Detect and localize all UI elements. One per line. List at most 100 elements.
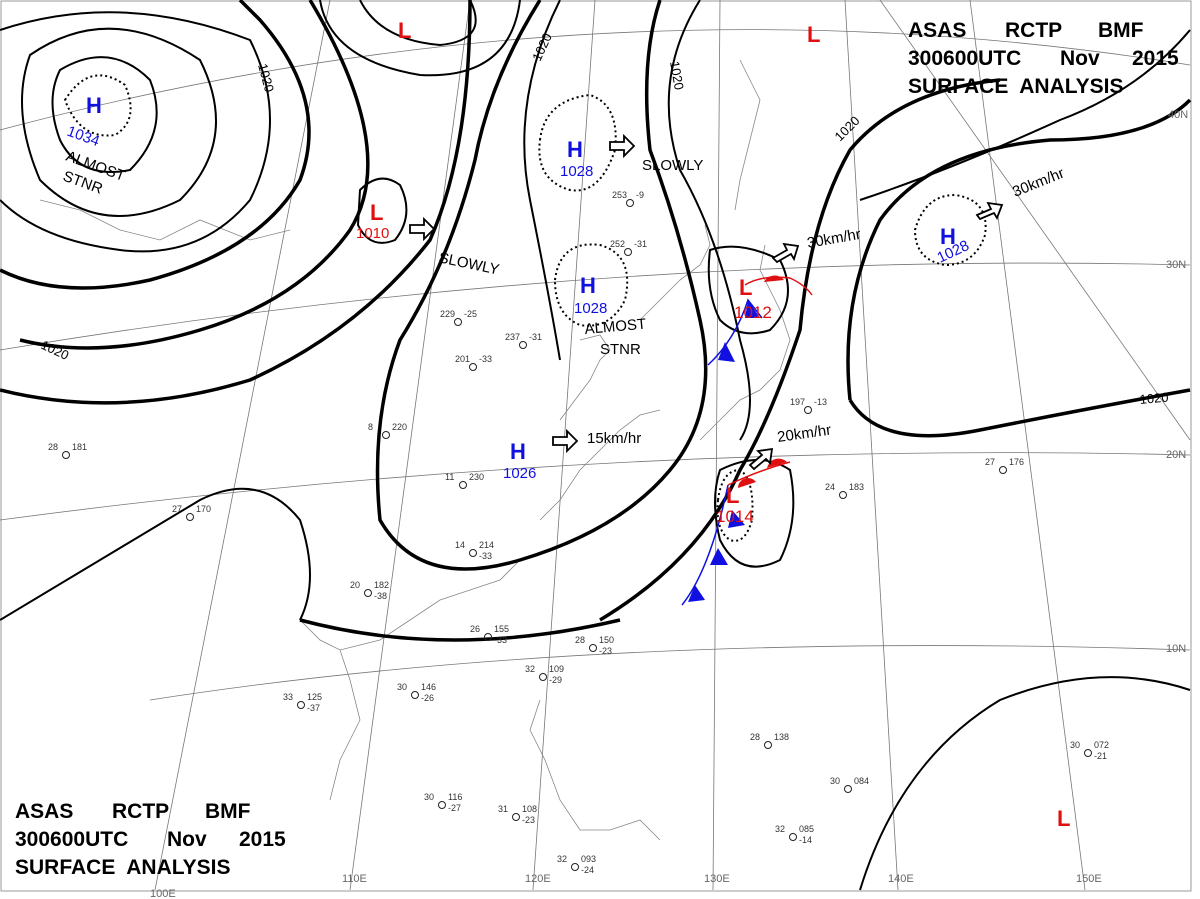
low-center: L <box>370 200 383 225</box>
title-product: ASAS <box>908 19 966 42</box>
station-value: 28 <box>48 442 58 452</box>
station-value: 32 <box>557 854 567 864</box>
movement-arrows <box>409 133 1004 471</box>
title-year: 2015 <box>239 828 286 851</box>
station-value: 30 <box>397 682 407 692</box>
station-value: 30 <box>830 776 840 786</box>
station-value: -9 <box>636 190 644 200</box>
low-center: L <box>807 22 820 47</box>
station-value: 197 <box>790 397 805 407</box>
station-value: 116 <box>448 792 462 802</box>
station-circle-icon <box>186 513 194 521</box>
station-value: -31 <box>634 239 647 249</box>
station-value: -27 <box>448 803 461 813</box>
meridian-110e <box>349 0 471 891</box>
station-value: 30 <box>1070 740 1080 750</box>
station-value: 24 <box>825 482 835 492</box>
low-center: L <box>739 275 752 300</box>
cold-front-marker <box>710 548 728 565</box>
high-center: H <box>940 224 956 249</box>
station-circle-icon <box>469 549 477 557</box>
low-pressure-value: 1012 <box>734 303 772 322</box>
high-center: H <box>567 137 583 162</box>
station-value: -31 <box>529 332 542 342</box>
station-value: 27 <box>172 504 182 514</box>
station-value: 170 <box>196 504 211 514</box>
arrow-icon <box>552 428 579 454</box>
title-center: RCTP <box>112 800 169 823</box>
title-product: ASAS <box>15 800 73 823</box>
parallel-10n <box>149 645 1191 701</box>
station-value: 109 <box>549 664 564 674</box>
station-value: 27 <box>985 457 995 467</box>
isobar-label: 1020 <box>529 31 555 64</box>
station-value: 28 <box>575 635 585 645</box>
warm-front-marker <box>764 275 784 282</box>
station-circle-icon <box>62 451 70 459</box>
station-value: 220 <box>392 422 407 432</box>
warm-front-marker <box>767 458 787 468</box>
arrow-icon <box>748 447 774 471</box>
station-circle-icon <box>789 833 797 841</box>
station-circle-icon <box>512 813 520 821</box>
station-value: 230 <box>469 472 484 482</box>
station-value: 125 <box>307 692 322 702</box>
station-value: 30 <box>424 792 434 802</box>
station-value: 181 <box>72 442 87 452</box>
station-value: 146 <box>421 682 436 692</box>
title-block-top: ASAS RCTP BMF 300600UTC Nov 2015 SURFACE… <box>908 19 1179 98</box>
latitude-label: 10N <box>1166 643 1186 655</box>
station-circle-icon <box>571 863 579 871</box>
station-value: 150 <box>599 635 614 645</box>
isobar-label: 1020 <box>255 62 277 94</box>
arrow-icon <box>975 201 1004 221</box>
low-center: L <box>726 483 739 508</box>
title-time: 300600UTC <box>908 47 1021 70</box>
station-circle-icon <box>364 589 372 597</box>
station-circle-icon <box>624 248 632 256</box>
high-pressure-value: 1026 <box>503 465 536 482</box>
arrow-icon <box>609 133 636 159</box>
station-circle-icon <box>297 701 305 709</box>
warm-front <box>727 461 791 486</box>
arrow-icon <box>409 216 436 242</box>
movement-label: SLOWLY <box>437 249 501 278</box>
station-value: -26 <box>421 693 434 703</box>
station-value: 8 <box>368 422 373 432</box>
station-value: 072 <box>1094 740 1109 750</box>
station-value: 33 <box>283 692 293 702</box>
station-value: 26 <box>470 624 480 634</box>
movement-label: ALMOST <box>584 316 647 338</box>
station-value: 32 <box>525 664 535 674</box>
station-value: -23 <box>522 815 535 825</box>
station-circle-icon <box>764 741 772 749</box>
station-circle-icon <box>411 691 419 699</box>
station-circle-icon <box>626 199 634 207</box>
movement-label: 15km/hr <box>587 430 641 447</box>
station-value: 229 <box>440 309 455 319</box>
cold-front-marker <box>688 585 705 602</box>
station-value: 176 <box>1009 457 1024 467</box>
station-circle-icon <box>999 466 1007 474</box>
warm-front <box>744 276 813 296</box>
station-value: -29 <box>549 675 562 685</box>
station-value: 084 <box>854 776 869 786</box>
cold-front <box>707 298 763 366</box>
longitude-label: 110E <box>342 873 367 885</box>
title-month: Nov <box>1060 47 1100 70</box>
title-block-bottom: ASAS RCTP BMF 300600UTC Nov 2015 SURFACE… <box>15 800 286 879</box>
longitude-label: 130E <box>704 873 730 885</box>
station-value: 237 <box>505 332 520 342</box>
station-value: 252 <box>610 239 625 249</box>
title-year: 2015 <box>1132 47 1179 70</box>
parallel-20n <box>0 452 1191 521</box>
station-value: 253 <box>612 190 627 200</box>
station-value: -25 <box>464 309 477 319</box>
station-circle-icon <box>469 363 477 371</box>
parallel-40n <box>0 29 1191 131</box>
latitude-label: 30N <box>1166 259 1186 271</box>
